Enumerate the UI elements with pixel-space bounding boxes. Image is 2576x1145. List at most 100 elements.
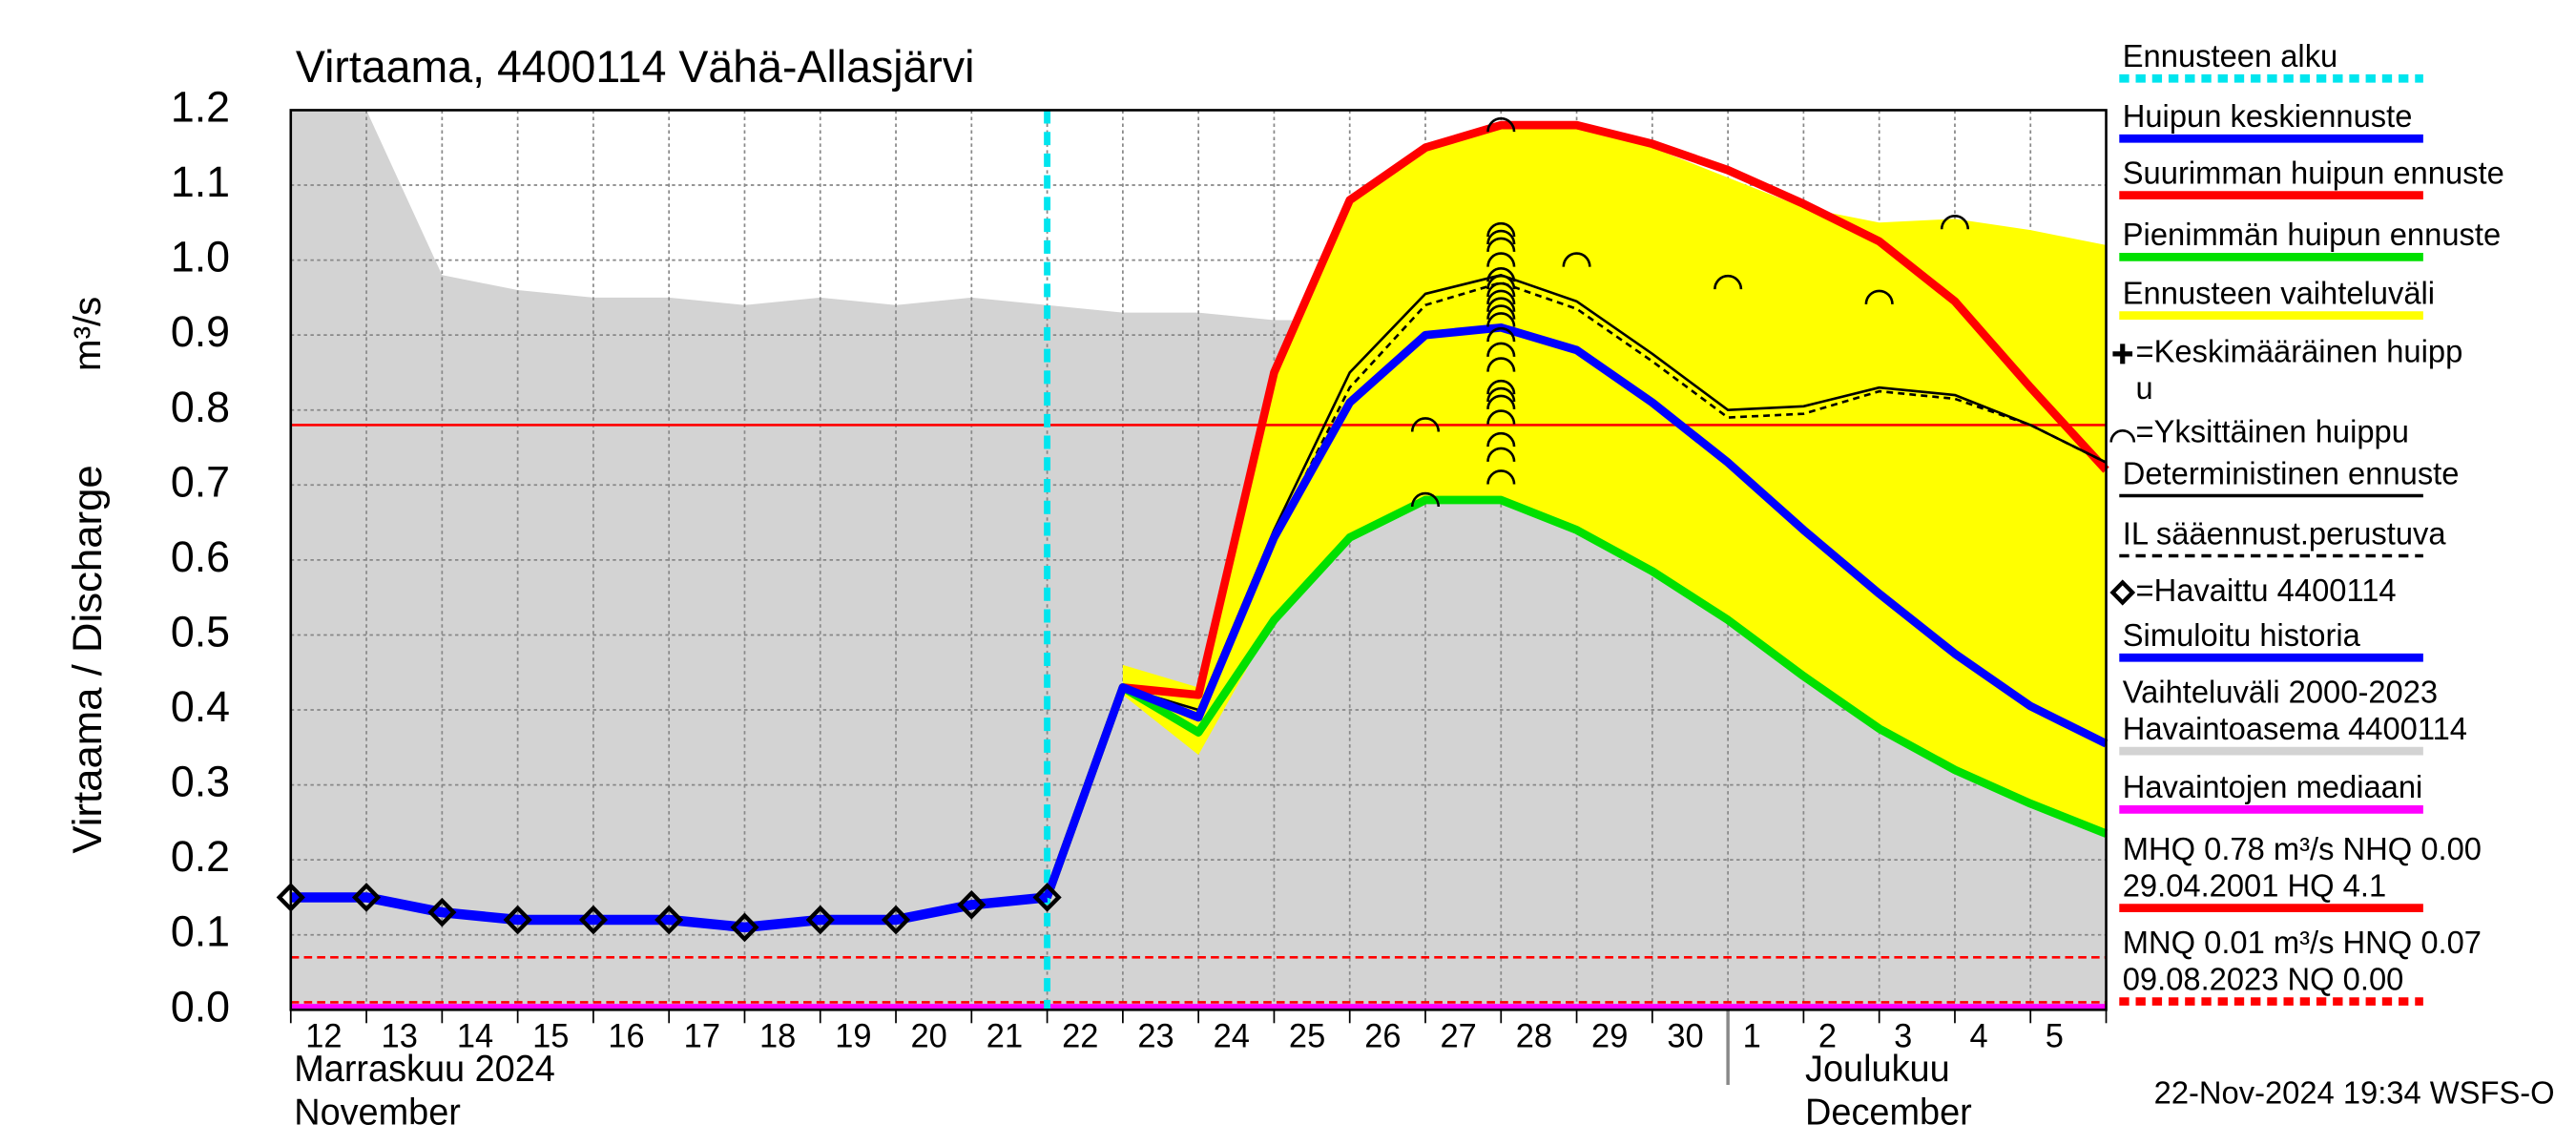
y-tick-label: 1.0 [171,232,230,281]
series-line [1043,495,2109,899]
x-tick-label: 3 [1894,1018,1912,1054]
y-tick-label: 0.8 [171,382,230,430]
x-tick-label: 15 [532,1018,569,1054]
legend-label: Ennusteen alku [2123,38,2338,73]
legend-icon [2109,579,2136,606]
y-tick-label: 0.0 [171,982,230,1030]
observed-marker [427,897,457,927]
series-line [1043,120,2109,899]
x-tick-label: 17 [684,1018,720,1054]
legend-label: MNQ 0.01 m³/s HNQ 0.07 [2123,925,2482,960]
x-tick-label: 24 [1214,1018,1250,1054]
legend-label: Ennusteen vaihteluväli [2123,275,2435,310]
y-tick-label: 0.5 [171,607,230,656]
peak-marker [1486,447,1516,462]
peak-marker [1486,394,1516,409]
legend-label: 09.08.2023 NQ 0.00 [2123,961,2404,996]
legend-label: Havaintojen mediaani [2123,769,2423,804]
peak-marker [1940,215,1970,230]
y-tick-label: 0.3 [171,757,230,805]
legend-label: u [2136,370,2153,406]
observed-marker [881,905,911,935]
peak-marker [1410,417,1441,432]
x-tick-label: 18 [759,1018,796,1054]
observed-marker [654,905,684,935]
peak-marker [1486,304,1516,320]
peak-marker [1486,281,1516,298]
x-tick-label: 22 [1062,1018,1098,1054]
peak-marker [1486,379,1516,395]
y-axis-label: Virtaama / Discharge [65,465,111,853]
month-label: November [294,1092,461,1133]
legend-label: MHQ 0.78 m³/s NHQ 0.00 [2123,831,2482,866]
observed-marker [503,905,532,935]
peak-marker [1486,326,1516,343]
observed-marker [578,905,609,935]
y-tick-label: 0.1 [171,906,230,955]
observed-marker [957,889,987,920]
series-line [290,892,1049,933]
peak-marker [1486,312,1516,327]
chart-title: Virtaama, 4400114 Vähä-Allasjärvi [296,42,975,92]
legend-label: 29.04.2001 HQ 4.1 [2123,867,2386,903]
peak-marker [1486,221,1516,238]
x-tick-label: 16 [608,1018,644,1054]
legend-label: Vaihteluväli 2000-2023 [2123,674,2438,709]
x-tick-label: 25 [1289,1018,1325,1054]
peak-marker [1486,252,1516,267]
peak-marker [1486,297,1516,312]
x-tick-label: 12 [305,1018,342,1054]
peak-marker [1486,386,1516,403]
y-tick-label: 1.1 [171,157,230,206]
legend-icon [2112,344,2133,364]
forecast-range [1122,125,2107,834]
x-tick-label: 14 [457,1018,493,1054]
y-tick-label: 0.9 [171,307,230,356]
x-tick-label: 29 [1591,1018,1628,1054]
x-tick-label: 27 [1440,1018,1476,1054]
x-tick-label: 19 [835,1018,871,1054]
peak-marker [1714,274,1743,290]
x-tick-label: 1 [1743,1018,1761,1054]
series-line [1043,323,2109,899]
x-tick-label: 20 [911,1018,947,1054]
observed-marker [1032,883,1062,912]
legend-label: =Keskimääräinen huipp [2136,333,2463,368]
peak-marker [1486,469,1516,485]
plot-frame [289,109,2108,1011]
x-tick-label: 30 [1667,1018,1703,1054]
month-label: December [1805,1092,1972,1133]
legend-label: Simuloitu historia [2123,617,2361,653]
peak-marker [1486,342,1516,357]
x-tick-label: 13 [382,1018,418,1054]
legend-label: =Havaittu 4400114 [2136,572,2397,608]
peak-marker [1486,116,1516,133]
peak-marker [1486,431,1516,448]
y-tick-label: 0.7 [171,457,230,506]
peak-marker [1486,237,1516,252]
footer: 22-Nov-2024 19:34 WSFS-O [2154,1074,2555,1110]
legend-label: =Yksittäinen huippu [2136,413,2409,448]
x-tick-label: 4 [1969,1018,1987,1054]
y-axis-unit: m³/s [67,297,109,371]
legend-label: Pienimmän huipun ennuste [2123,217,2501,252]
peak-marker [1486,274,1516,290]
x-tick-label: 28 [1516,1018,1552,1054]
peak-marker [1486,409,1516,425]
peak-marker [1562,252,1591,267]
x-tick-label: 2 [1818,1018,1837,1054]
y-tick-label: 0.6 [171,532,230,581]
peak-marker [1864,289,1894,304]
x-tick-label: 21 [987,1018,1023,1054]
legend-label: Huipun keskiennuste [2123,98,2413,134]
peak-marker [1486,357,1516,372]
legend-label: Havaintoasema 4400114 [2123,711,2467,746]
observed-marker [276,883,305,912]
y-tick-label: 0.4 [171,682,230,731]
legend-label: Suurimman huipun ennuste [2123,155,2504,190]
peak-marker [1410,491,1441,508]
month-label: Joulukuu [1805,1049,1950,1090]
month-label: Marraskuu 2024 [294,1049,555,1090]
y-tick-label: 1.2 [171,82,230,131]
